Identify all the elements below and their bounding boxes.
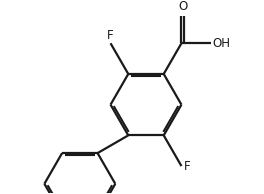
Text: OH: OH: [212, 37, 230, 50]
Text: F: F: [107, 29, 114, 42]
Text: F: F: [184, 160, 191, 173]
Text: O: O: [178, 0, 187, 13]
